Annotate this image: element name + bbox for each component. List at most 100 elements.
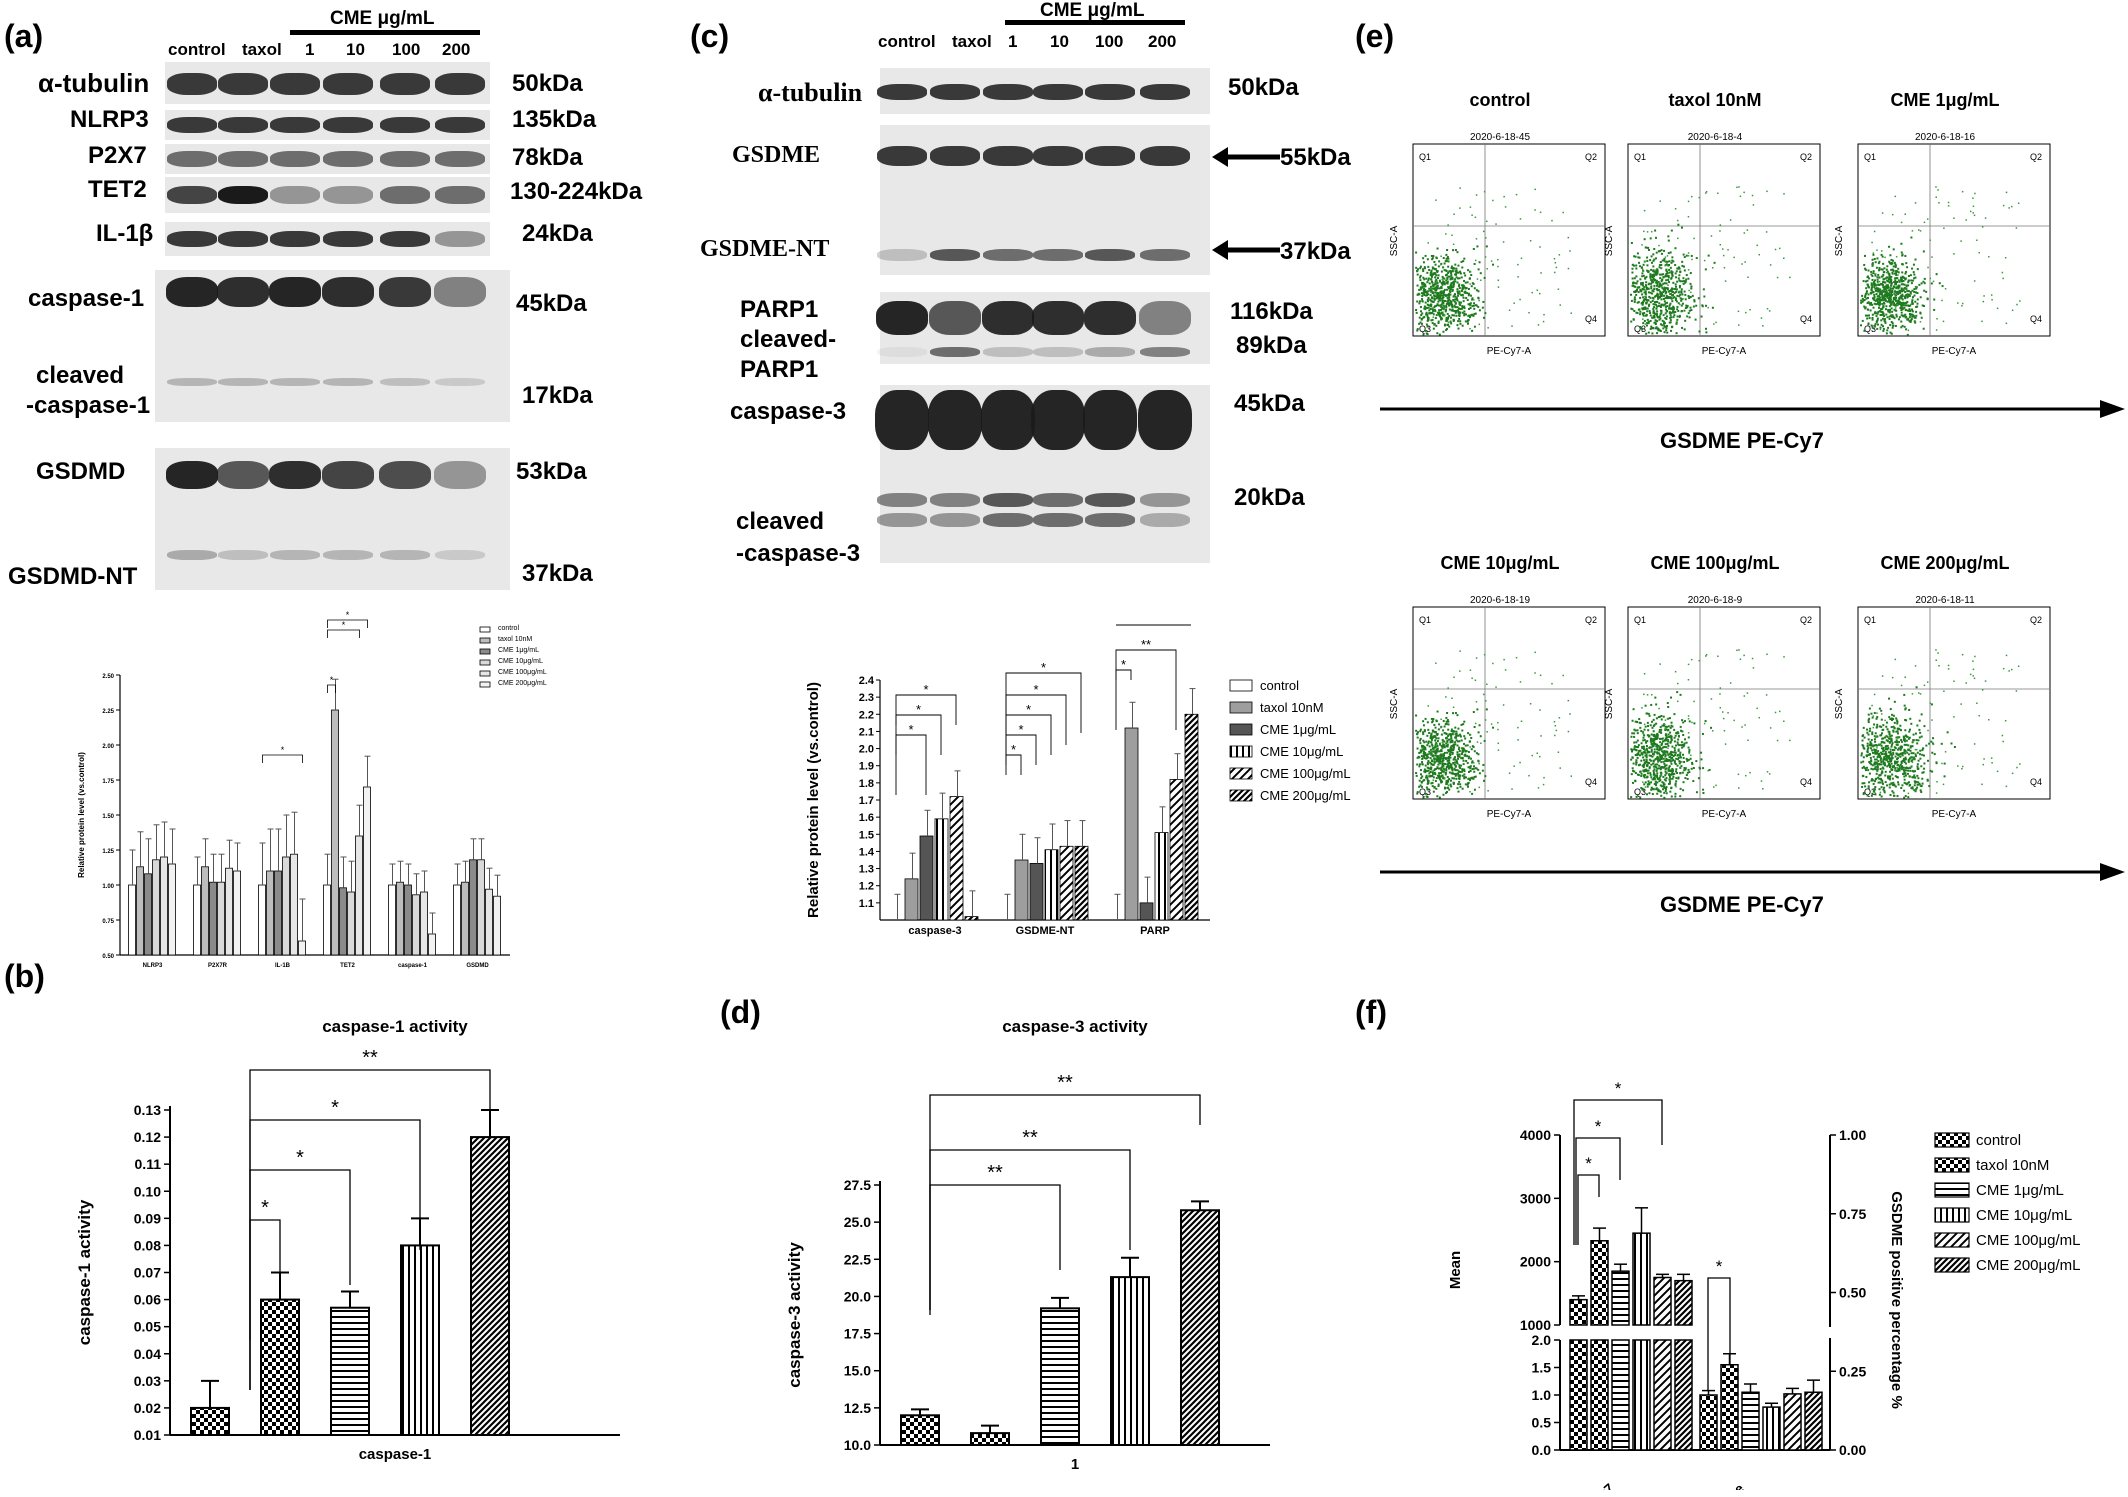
legend-swatch (479, 648, 491, 655)
legend-label: taxol 10nM (498, 636, 532, 643)
facs-y-axis-label: SSC-A (1834, 225, 1845, 256)
facs-title: CME 100μg/mL (1650, 553, 1780, 573)
y-tick-label: 1.6 (859, 812, 874, 824)
protein-band (983, 146, 1033, 166)
significance-bracket (1115, 649, 1177, 730)
protein-band (323, 550, 373, 560)
y-tick-label: 1.5 (1532, 1360, 1552, 1376)
quadrant-label: Q4 (2030, 777, 2042, 787)
protein-band (1085, 513, 1135, 527)
bar (900, 1414, 940, 1446)
protein-band (983, 493, 1033, 507)
bar (1059, 845, 1074, 921)
kda-label: 53kDa (516, 458, 587, 485)
bar (1074, 845, 1089, 921)
legend-swatch (1934, 1257, 1970, 1273)
facs-sample-id: 2020-6-18-45 (1470, 132, 1530, 143)
significance-label: * (1011, 742, 1016, 757)
significance-bracket (1005, 754, 1022, 775)
x-category-label: IL-1B (275, 963, 291, 969)
bar (274, 870, 282, 956)
protein-band (983, 513, 1033, 527)
facs-events (1630, 649, 1791, 799)
protein-label: α-tubulin (758, 78, 863, 107)
significance-bracket (929, 1094, 1201, 1310)
y-tick-label: 4000 (1520, 1127, 1551, 1143)
y-tick-label: 0.08 (134, 1237, 161, 1253)
bar (1653, 1276, 1672, 1326)
legend-label: CME 100μg/mL (1260, 766, 1351, 781)
bar (1674, 1339, 1693, 1451)
legend-swatch (1229, 723, 1253, 736)
facs-x-axis-label: PE-Cy7-A (1932, 809, 1977, 820)
flow-cytometry-plot: CME 10μg/mL 2020-6-18-19 Q1 Q2 Q3 Q4 PE-Cy7-A S… (1385, 553, 1615, 820)
protein-band (323, 186, 373, 204)
protein-band (930, 146, 980, 166)
protein-label: NLRP3 (70, 106, 149, 133)
protein-band (1138, 390, 1192, 450)
lane-label: 10 (1050, 32, 1069, 51)
kda-label: 24kDa (522, 220, 593, 247)
significance-bracket (249, 1069, 491, 1390)
facs-events (1860, 186, 2021, 336)
bar (1762, 1406, 1781, 1451)
protein-band (270, 186, 320, 204)
quadrant-label: Q1 (1634, 615, 1646, 625)
y-tick-label: 2.2 (859, 709, 874, 721)
legend-swatch (479, 626, 491, 633)
legend-label: CME 1μg/mL (1260, 722, 1336, 737)
y-tick-label: 0.05 (134, 1319, 161, 1335)
protein-band (983, 249, 1033, 261)
y-tick-label: 0.01 (134, 1427, 161, 1443)
significance-bracket (1575, 1137, 1621, 1245)
y2-tick-label: 1.00 (1839, 1127, 1866, 1143)
bar (1184, 713, 1199, 921)
y-tick-label: 0.0 (1532, 1442, 1552, 1458)
legend-swatch (479, 681, 491, 688)
significance-label: * (916, 702, 921, 717)
protein-band (877, 146, 927, 166)
protein-band (1085, 493, 1135, 507)
protein-band (434, 461, 486, 489)
y2-axis-title: GSDME positive percentage % (1888, 1191, 1905, 1409)
facs-title: control (1469, 90, 1531, 110)
kda-label: 37kDa (522, 560, 593, 587)
protein-band (1033, 146, 1083, 166)
legend-label: CME 1μg/mL (1976, 1182, 2064, 1199)
facs-events (1415, 650, 1573, 799)
bar (1590, 1240, 1609, 1326)
y2-tick-label: 0.25 (1839, 1363, 1866, 1379)
lane-label: 200 (1148, 32, 1177, 51)
y-axis-title: caspase-1 activity (75, 1199, 94, 1345)
protein-band (380, 186, 430, 204)
bar (1154, 832, 1169, 921)
protein-band (167, 151, 217, 167)
facs-frame (1412, 606, 1606, 800)
protein-band (1033, 347, 1083, 357)
bar (477, 859, 485, 956)
x-category-label: 1 (1071, 1456, 1079, 1470)
bar (266, 870, 274, 956)
protein-band (1084, 301, 1136, 335)
significance-label: * (1716, 1257, 1723, 1276)
y-tick-label: 10.0 (844, 1437, 871, 1453)
protein-band (1140, 146, 1190, 166)
bar (128, 884, 136, 956)
y-tick-label: 2000 (1520, 1254, 1551, 1270)
protein-band (877, 513, 927, 527)
bar (355, 835, 363, 956)
bar (404, 884, 412, 956)
y-tick-label: 2.1 (859, 726, 874, 738)
panel-label-a: (a) (4, 18, 44, 54)
y-tick-label: 2.4 (859, 675, 875, 687)
protein-label: P2X7 (88, 142, 147, 169)
facs-scatter: 2020-6-18-45 Q1 Q2 Q3 Q4 PE-Cy7-A SSC-A (1389, 132, 1606, 357)
protein-band (270, 73, 320, 95)
quadrant-label: Q2 (2030, 615, 2042, 625)
protein-band (1033, 493, 1083, 507)
bar (258, 884, 266, 956)
bar (934, 818, 949, 921)
significance-bracket (327, 684, 336, 693)
protein-band (435, 231, 485, 247)
y-tick-label: 27.5 (844, 1177, 871, 1193)
